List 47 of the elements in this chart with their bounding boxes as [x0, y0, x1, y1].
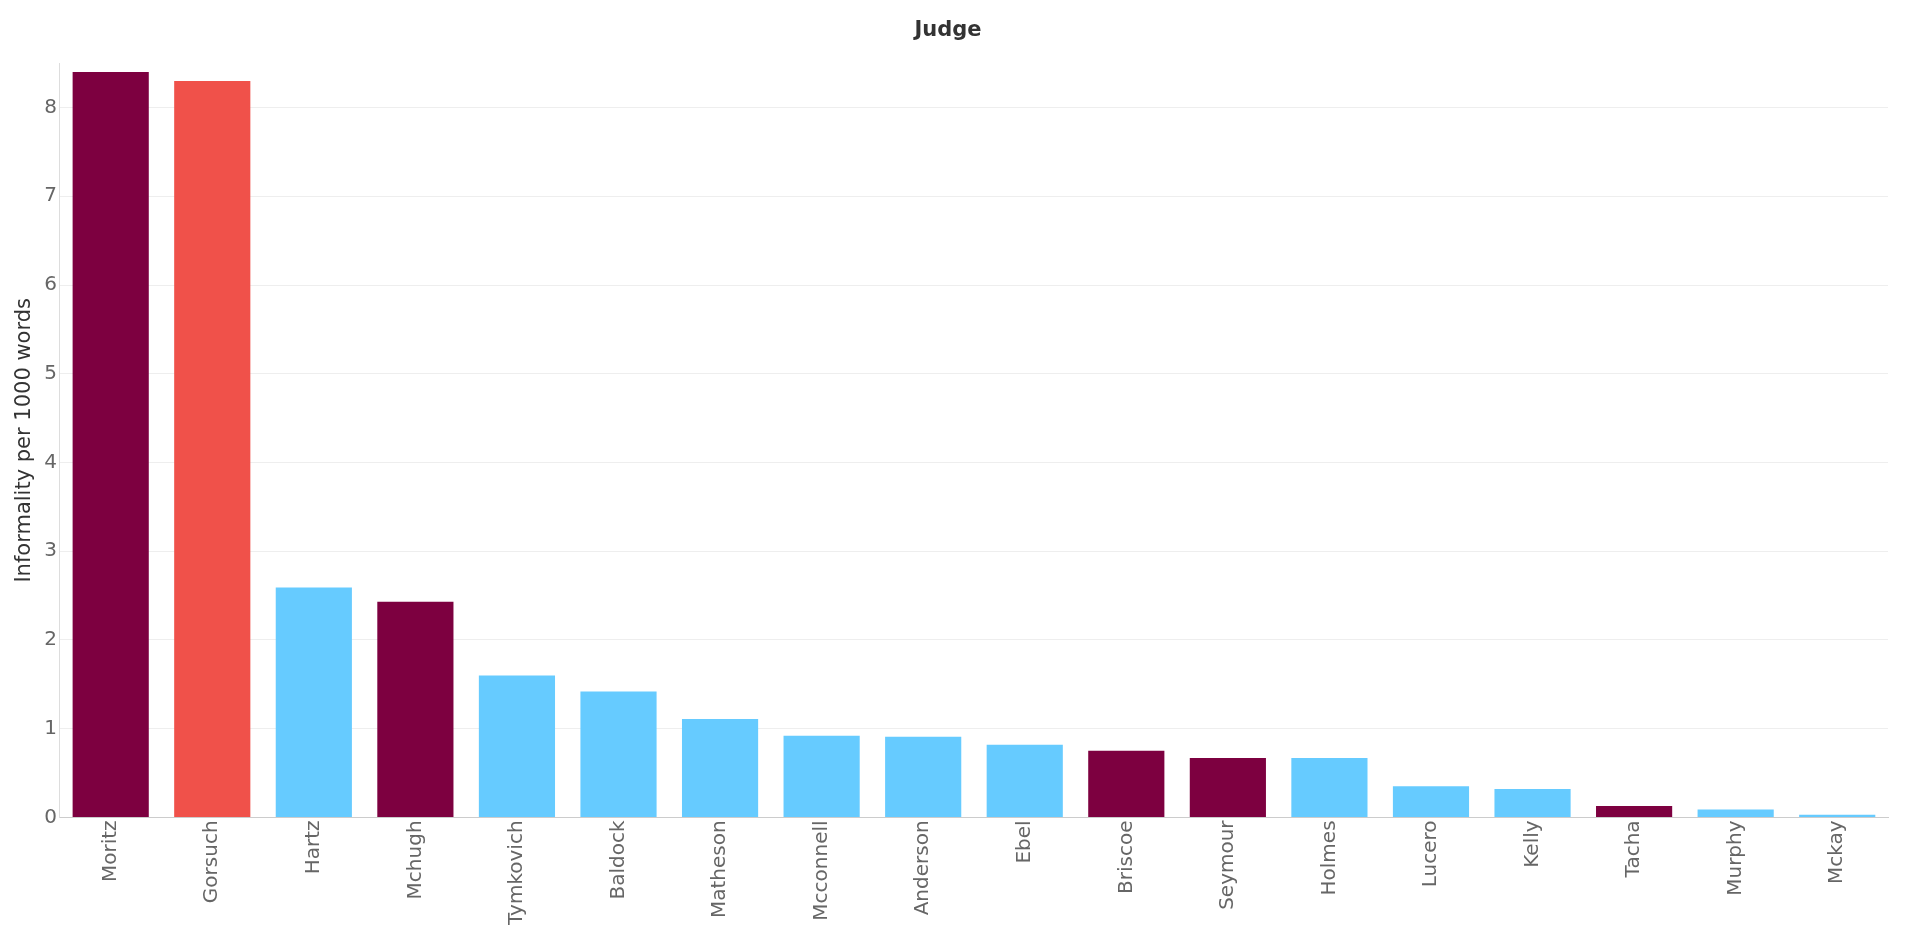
x-tick-label: Mcconnell [807, 820, 832, 921]
x-tick-label: Briscoe [1112, 820, 1137, 894]
y-tick-label: 7 [44, 182, 57, 207]
y-tick-label: 5 [44, 359, 57, 384]
bar [377, 601, 454, 817]
bar [580, 691, 657, 817]
bar [1088, 750, 1165, 817]
bar [1697, 809, 1774, 817]
x-tick-label: Anderson [909, 820, 934, 916]
bar [1189, 757, 1266, 817]
y-tick-label: 3 [44, 537, 57, 562]
x-axis-title: Judge [912, 17, 982, 42]
bar [72, 72, 149, 817]
x-tick-label: Gorsuch [198, 820, 223, 904]
y-tick-label: 6 [44, 271, 57, 296]
x-tick-label: Lucero [1417, 820, 1442, 888]
y-tick-label: 4 [44, 448, 57, 473]
x-tick-label: Hartz [300, 820, 325, 875]
y-axis-title: Informality per 1000 words [11, 298, 36, 583]
x-tick-label: Mchugh [401, 820, 426, 900]
x-tick-label: Tymkovich [503, 820, 528, 926]
bar [885, 736, 962, 817]
x-tick-label: Moritz [96, 820, 121, 883]
bar [681, 718, 759, 817]
bar [1291, 757, 1368, 817]
x-tick-label: Seymour [1214, 819, 1239, 910]
y-tick-label: 2 [44, 626, 57, 651]
y-tick-label: 1 [44, 714, 57, 739]
bar [174, 80, 251, 817]
x-tick-label: Mckay [1823, 820, 1848, 884]
x-tick-label: Tacha [1620, 820, 1645, 879]
bar [1392, 786, 1470, 817]
bar [986, 744, 1063, 817]
x-tick-label: Kelly [1518, 820, 1543, 868]
x-tick-label: Murphy [1721, 820, 1746, 896]
bar [275, 587, 352, 817]
bar [1596, 805, 1673, 817]
y-tick-label: 8 [44, 93, 57, 118]
x-tick-label: Holmes [1315, 820, 1340, 896]
bar [478, 675, 556, 817]
y-tick-label: 0 [44, 803, 57, 828]
x-tick-label: Baldock [604, 820, 629, 900]
bar [1799, 814, 1876, 817]
x-tick-label: Ebel [1010, 820, 1035, 864]
x-tick-label: Matheson [706, 820, 731, 919]
bar [783, 735, 860, 817]
bar [1494, 789, 1571, 817]
